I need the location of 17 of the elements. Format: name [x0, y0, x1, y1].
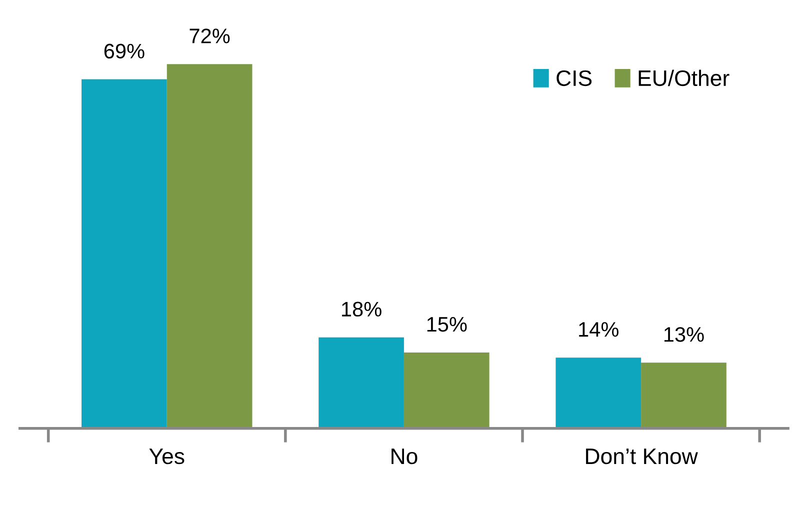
bar: [166, 64, 252, 428]
data-label: 14%: [579, 322, 618, 337]
data-label: 15%: [427, 317, 467, 332]
x-tick-label: Yes: [149, 448, 184, 464]
bar: [318, 337, 404, 428]
legend-label: CIS: [556, 70, 592, 86]
bar: [404, 352, 490, 428]
bar: [82, 79, 167, 428]
legend-label: EU/Other: [638, 70, 730, 86]
x-tick-label: No: [392, 448, 418, 464]
data-label: 13%: [664, 327, 704, 342]
data-label: 72%: [190, 28, 230, 44]
bar: [641, 362, 726, 428]
x-tick-label: Don’t Know: [586, 448, 698, 464]
data-label: 69%: [104, 44, 144, 59]
bar: [556, 358, 642, 428]
data-label: 18%: [342, 302, 382, 317]
